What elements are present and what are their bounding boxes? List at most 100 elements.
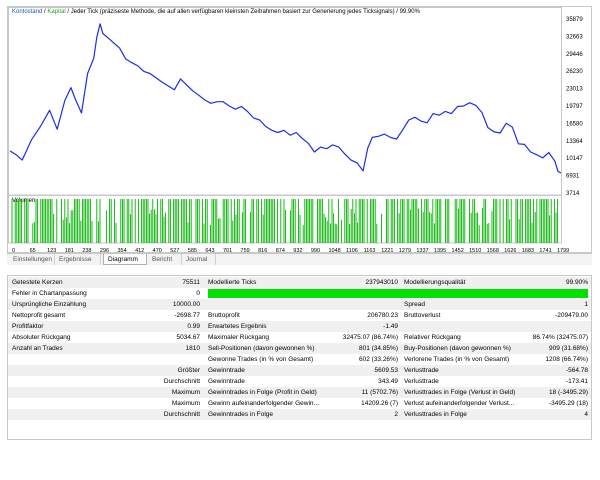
- y-tick-label: 6931: [566, 174, 580, 180]
- stat-value: Größter: [177, 367, 200, 374]
- stat-value: [308, 288, 398, 299]
- price-plot-frame: [8, 7, 562, 196]
- stat-value: 18 (-3495.29): [548, 389, 588, 396]
- x-tick-label: 1048: [328, 248, 340, 254]
- x-tick-label: 296: [100, 248, 109, 254]
- stat-label: Ursprüngliche Einzahlung: [12, 301, 87, 308]
- stat-label: Gewinntrades in Folge: [208, 411, 274, 418]
- x-tick-label: 354: [117, 248, 126, 254]
- stat-label: Spread: [404, 301, 425, 308]
- stat-value: 10000.00: [172, 301, 200, 308]
- x-tick-label: 1683: [522, 248, 534, 254]
- stat-value: [138, 354, 200, 365]
- x-tick-label: 1452: [452, 248, 464, 254]
- stat-value: 11 (5702.76): [361, 389, 398, 396]
- tab-chart[interactable]: Diagramm: [103, 254, 147, 265]
- stat-value: Durchschnitt: [163, 411, 200, 418]
- x-tick-label: 759: [241, 248, 250, 254]
- stat-label: Modellierungsqualität: [404, 279, 466, 286]
- x-tick-label: 990: [311, 248, 320, 254]
- results-table: Getestete Kerzen 75511 Modellierte Ticks 23…: [7, 275, 592, 440]
- stat-value: Maximum: [171, 400, 200, 407]
- y-tick-label: 13364: [566, 139, 583, 145]
- stat-value: [508, 288, 588, 299]
- stat-label: Relativer Rückgang: [404, 334, 461, 341]
- stat-value: Durchschnitt: [163, 378, 200, 385]
- x-tick-label: 1163: [364, 248, 376, 254]
- y-tick-label: 10147: [566, 156, 583, 162]
- x-tick-label: 238: [82, 248, 91, 254]
- modeling-quality-progress-bar: [208, 289, 588, 298]
- x-tick-label: 470: [153, 248, 162, 254]
- x-tick-label: 1279: [399, 248, 411, 254]
- stat-value: 5034.67: [176, 334, 201, 341]
- stat-label: Modellierte Ticks: [208, 279, 257, 286]
- stat-value: 343.49: [378, 378, 398, 385]
- stat-label: [12, 365, 142, 376]
- balance-chart[interactable]: Volumen 35879 32663 29446 26230 23013 19797 165…: [7, 6, 592, 254]
- volume-label: Volumen: [12, 198, 35, 204]
- stat-label: Verlusttrades in Folge: [404, 411, 467, 418]
- stat-label: Bruttoverlust: [404, 312, 441, 319]
- table-row: Durchschnitt Gewinntrades in Folge 2 Verlus…: [8, 409, 591, 420]
- stat-label: [12, 398, 142, 409]
- y-tick-label: 26230: [566, 69, 583, 75]
- stat-label: Absoluter Rückgang: [12, 334, 71, 341]
- stat-value: 206780.23: [367, 312, 398, 319]
- stat-label: Maximaler Rückgang: [208, 334, 270, 341]
- tab-journal[interactable]: Journal: [182, 254, 216, 265]
- caption-separator: /: [42, 9, 48, 15]
- stat-value: 86.74% (32475.07): [532, 334, 588, 341]
- y-tick-label: 32663: [566, 34, 583, 40]
- stat-value: 14209.26 (7): [361, 400, 398, 407]
- stat-label: [12, 354, 142, 365]
- stat-value: 909 (31.68%): [548, 345, 588, 352]
- x-tick-label: 1510: [469, 248, 481, 254]
- stat-label: Verlust aufeinanderfolgender Verlust...: [404, 400, 515, 407]
- table-row: Gewonne Trades (in % von Gesamt) 602 (33.…: [8, 354, 591, 365]
- volume-plot-frame: [8, 194, 562, 244]
- stat-value: -173.41: [565, 378, 588, 385]
- y-tick-label: 19797: [566, 104, 583, 110]
- stat-value: 1: [584, 301, 588, 308]
- x-tick-label: 65: [30, 248, 36, 254]
- stat-value: 801 (34.85%): [358, 345, 398, 352]
- tester-tabs: Einstellungen Ergebnisse Diagramm Berich…: [7, 253, 592, 265]
- stat-value: Maximum: [171, 389, 200, 396]
- stat-label: Nettoprofit gesamt: [12, 312, 66, 319]
- table-row: Maximum Gewinntrades in Folge (Profit in …: [8, 387, 591, 398]
- stat-value: 99.90%: [565, 279, 588, 286]
- tab-results[interactable]: Ergebnisse: [55, 254, 101, 265]
- stat-label: Verlusttrade: [404, 367, 439, 374]
- stat-label: Buy-Positionen (davon gewonnen %): [404, 345, 511, 352]
- x-tick-label: 1741: [539, 248, 551, 254]
- x-tick-label: 585: [188, 248, 197, 254]
- stat-label: Erwartetes Ergebnis: [208, 323, 267, 330]
- stat-value: -2698.77: [174, 312, 200, 319]
- caption-balance: Kontostand: [12, 9, 43, 15]
- stat-value: 602 (33.26%): [358, 356, 398, 363]
- table-row: Nettoprofit gesamt -2698.77 Bruttoprofit 20…: [8, 310, 591, 321]
- x-tick-label: 1337: [416, 248, 428, 254]
- x-tick-label: 0: [12, 248, 15, 254]
- caption-equity: Kapital: [47, 9, 66, 15]
- stat-value: 32475.07 (86.74%): [342, 334, 398, 341]
- stat-value: [308, 299, 398, 310]
- tab-report[interactable]: Bericht: [148, 254, 182, 265]
- stat-label: Gewinntrade: [208, 378, 245, 385]
- stat-label: Anzahl an Trades: [12, 345, 63, 352]
- stat-label: Gewinn aufeinanderfolgender Gewin...: [208, 400, 319, 407]
- stat-value: 1208 (66.74%): [545, 356, 588, 363]
- x-tick-label: 816: [258, 248, 267, 254]
- stat-value: -1.49: [383, 323, 398, 330]
- stat-value: -3495.29 (18): [548, 400, 588, 407]
- stat-label: Bruttoprofit: [208, 312, 240, 319]
- balance-series-line: [9, 23, 562, 174]
- x-tick-label: 932: [293, 248, 302, 254]
- x-tick-label: 1568: [487, 248, 499, 254]
- tab-settings[interactable]: Einstellungen: [9, 254, 55, 265]
- y-tick-label: 29446: [566, 52, 583, 58]
- x-tick-label: 1799: [557, 248, 569, 254]
- stat-label: Fehler in Chartanpassung: [12, 290, 87, 297]
- stat-label: [12, 376, 142, 387]
